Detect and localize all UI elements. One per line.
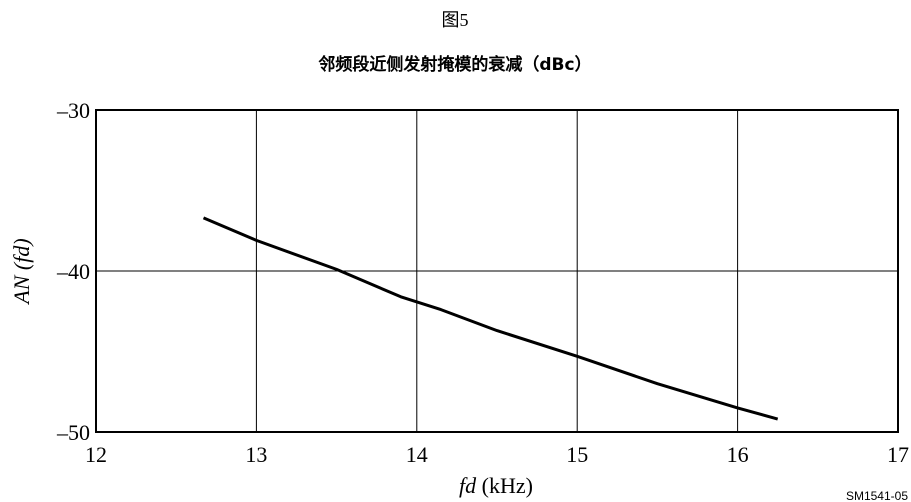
plot-frame <box>95 109 899 433</box>
reference-code: SM1541-05 <box>846 489 908 502</box>
y-tick-label: –50 <box>56 420 90 445</box>
chart-title: 邻频段近侧发射掩模的衰减（dBc） <box>318 54 591 75</box>
x-tick-label: 13 <box>245 442 267 467</box>
y-axis-label: AN (fd) <box>9 238 34 305</box>
x-tick-label: 15 <box>566 442 588 467</box>
x-axis-label-var: fd <box>459 473 477 498</box>
x-axis-label-unit: (kHz) <box>476 473 533 498</box>
x-tick-label: 16 <box>727 442 749 467</box>
y-tick-label: –30 <box>56 98 90 123</box>
x-axis-label: fd (kHz) <box>459 473 533 498</box>
x-tick-label: 14 <box>406 442 428 467</box>
figure-label: 图5 <box>442 10 469 30</box>
tick-labels: 12 13 14 15 16 17 –50 –40 –30 <box>56 98 909 467</box>
x-tick-label: 17 <box>887 442 909 467</box>
series-line <box>202 216 779 421</box>
grid <box>96 110 898 432</box>
y-tick-label: –40 <box>56 259 90 284</box>
series-group <box>202 216 779 421</box>
x-tick-label: 12 <box>85 442 107 467</box>
